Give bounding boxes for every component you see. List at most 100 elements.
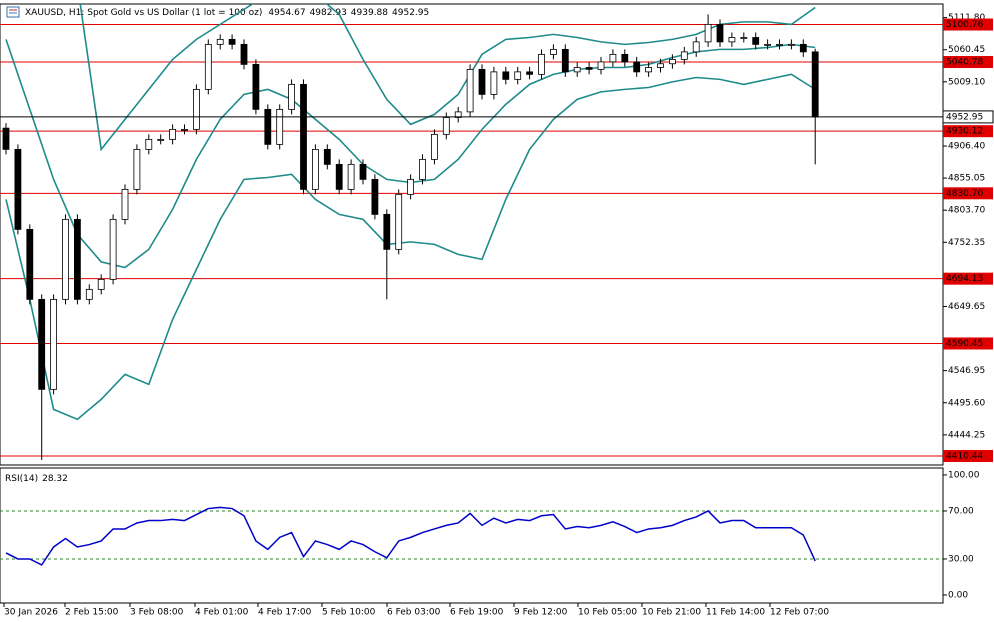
candle-body bbox=[585, 67, 593, 70]
current-price-label: 4952.95 bbox=[946, 112, 983, 122]
candle-body bbox=[276, 108, 284, 145]
rsi-panel bbox=[0, 467, 944, 604]
rsi-line bbox=[5, 506, 816, 566]
level-label: 5100.76 bbox=[946, 20, 983, 30]
x-tick-label: 9 Feb 12:00 bbox=[514, 608, 568, 618]
candle-body bbox=[181, 128, 188, 131]
y-tick-label: 4803.70 bbox=[948, 206, 985, 216]
candle-body bbox=[347, 163, 355, 190]
candle-body bbox=[97, 278, 105, 290]
candle-body bbox=[669, 58, 676, 65]
candle-body bbox=[799, 43, 807, 53]
candle-body bbox=[454, 111, 462, 118]
rsi-tick-label: 0.00 bbox=[948, 590, 968, 600]
candle-body bbox=[240, 43, 248, 65]
y-tick-label: 4444.25 bbox=[948, 430, 985, 440]
candle-body bbox=[252, 63, 260, 110]
candle-body bbox=[752, 37, 760, 45]
bollinger-band bbox=[5, 39, 816, 269]
candle-body bbox=[502, 71, 510, 80]
candle-body bbox=[288, 83, 296, 110]
candle-body bbox=[14, 148, 22, 230]
candle-body bbox=[526, 71, 533, 75]
y-tick-label: 4546.95 bbox=[948, 366, 985, 376]
symbol-icon bbox=[6, 6, 20, 18]
x-tick-label: 10 Feb 21:00 bbox=[642, 608, 701, 618]
candle-body bbox=[573, 67, 581, 73]
candle-body bbox=[121, 188, 129, 220]
candle-body bbox=[26, 228, 34, 300]
candle-body bbox=[74, 218, 81, 300]
candle-body bbox=[704, 23, 712, 43]
level-tag bbox=[943, 272, 993, 285]
candle-body bbox=[419, 158, 426, 180]
candle-body bbox=[514, 71, 522, 80]
main-panel bbox=[0, 3, 944, 466]
candle-body bbox=[133, 148, 141, 190]
y-tick-label: 4906.40 bbox=[948, 142, 985, 152]
x-tick-label: 5 Feb 10:00 bbox=[322, 608, 376, 618]
level-tag bbox=[943, 125, 993, 138]
candle-body bbox=[490, 71, 498, 95]
candle-body bbox=[264, 108, 272, 145]
level-label: 4930.12 bbox=[946, 127, 983, 137]
candle-body bbox=[407, 178, 415, 195]
candle-body bbox=[597, 61, 605, 70]
candle-body bbox=[50, 298, 57, 390]
candle-body bbox=[192, 88, 200, 130]
candle-body bbox=[645, 67, 652, 73]
candle-body bbox=[561, 48, 569, 73]
candle-body bbox=[716, 23, 724, 43]
level-label: 4590.45 bbox=[946, 339, 983, 349]
rsi-tick-label: 30.00 bbox=[948, 554, 974, 564]
y-tick-label: 5111.80 bbox=[948, 13, 985, 23]
chart-title: XAUUSD, H1: Spot Gold vs US Dollar (1 lo… bbox=[25, 8, 429, 18]
candle-body bbox=[311, 148, 319, 190]
candle-body bbox=[692, 41, 700, 53]
candle-body bbox=[62, 218, 69, 300]
candle-body bbox=[478, 68, 486, 95]
x-tick-label: 3 Feb 08:00 bbox=[130, 608, 184, 618]
y-tick-label: 4752.35 bbox=[948, 238, 985, 248]
candle-body bbox=[109, 218, 117, 280]
level-tag bbox=[943, 449, 993, 462]
candle-body bbox=[2, 127, 10, 150]
candle-body bbox=[538, 53, 545, 75]
x-tick-label: 6 Feb 19:00 bbox=[450, 608, 504, 618]
candle-body bbox=[335, 163, 343, 190]
level-label: 4830.70 bbox=[946, 189, 983, 199]
y-tick-label: 5009.10 bbox=[948, 77, 985, 87]
current-price-tag bbox=[942, 110, 994, 124]
x-tick-label: 12 Feb 07:00 bbox=[770, 608, 829, 618]
level-tag bbox=[943, 56, 993, 69]
x-tick-label: 6 Feb 03:00 bbox=[387, 608, 441, 618]
candle-body bbox=[323, 148, 331, 165]
candle-body bbox=[85, 288, 93, 300]
candle-body bbox=[657, 63, 664, 68]
x-tick-label: 4 Feb 17:00 bbox=[258, 608, 312, 618]
candle-body bbox=[621, 53, 629, 63]
candle-body bbox=[776, 43, 783, 46]
candle-body bbox=[788, 43, 795, 46]
x-tick-label: 11 Feb 14:00 bbox=[706, 608, 765, 618]
candle-body bbox=[300, 83, 307, 190]
candle-body bbox=[728, 37, 736, 43]
candle-body bbox=[169, 128, 177, 140]
candle-body bbox=[442, 117, 450, 135]
candle-body bbox=[811, 51, 819, 118]
level-label: 4410.44 bbox=[946, 451, 983, 461]
candle-body bbox=[680, 51, 688, 60]
candle-body bbox=[359, 163, 367, 180]
x-tick-label: 30 Jan 2026 bbox=[4, 608, 58, 618]
candle-body bbox=[38, 298, 46, 390]
candle-body bbox=[371, 178, 379, 215]
level-tag bbox=[943, 187, 993, 200]
candle-body bbox=[633, 61, 641, 73]
candle-body bbox=[204, 43, 212, 90]
candle-body bbox=[395, 193, 403, 250]
candle-body bbox=[383, 213, 391, 250]
bollinger-band bbox=[5, 73, 816, 421]
rsi-label: RSI(14) 28.32 bbox=[5, 474, 68, 484]
candle-body bbox=[550, 48, 557, 55]
candle-body bbox=[145, 138, 153, 150]
